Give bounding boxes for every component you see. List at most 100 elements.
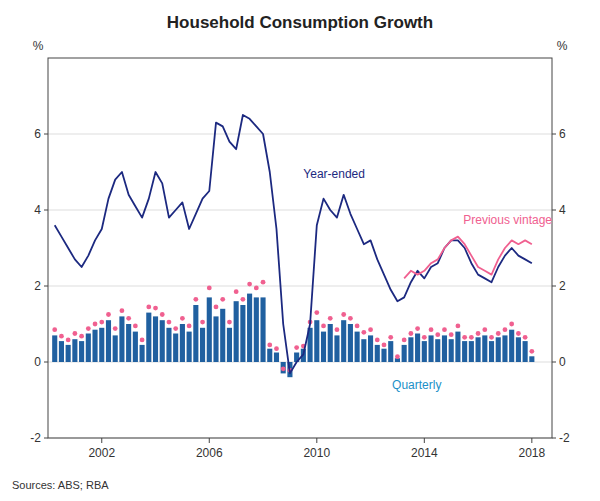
dot bbox=[395, 354, 400, 359]
bar bbox=[213, 316, 218, 362]
bar bbox=[388, 341, 393, 362]
bar bbox=[428, 335, 433, 362]
bar bbox=[200, 328, 205, 362]
bar bbox=[66, 345, 71, 362]
dot bbox=[160, 312, 165, 317]
dot bbox=[516, 331, 521, 336]
bar bbox=[146, 313, 151, 362]
y2-tick-label: 0 bbox=[559, 355, 566, 369]
y-tick bbox=[44, 438, 48, 439]
grid-line bbox=[48, 134, 552, 135]
bar bbox=[193, 305, 198, 362]
dot bbox=[529, 349, 534, 354]
line-series bbox=[55, 115, 532, 373]
dot bbox=[456, 324, 461, 329]
scatter-series bbox=[52, 280, 534, 373]
bar bbox=[348, 324, 353, 362]
dot bbox=[220, 297, 225, 302]
bar bbox=[153, 316, 158, 362]
bar bbox=[267, 349, 272, 362]
annotation: Quarterly bbox=[392, 378, 441, 392]
dot bbox=[126, 316, 131, 321]
bar bbox=[207, 297, 212, 362]
y-tick-label: 4 bbox=[34, 203, 41, 217]
dot bbox=[240, 297, 245, 302]
bar bbox=[355, 332, 360, 362]
bar bbox=[254, 297, 259, 362]
annotations: Year-endedPrevious vintageQuarterly bbox=[303, 167, 552, 393]
x-tick-label: 2018 bbox=[518, 446, 545, 460]
bar bbox=[449, 339, 454, 362]
y2-tick bbox=[552, 210, 556, 211]
y-tick-label: 6 bbox=[34, 127, 41, 141]
dot bbox=[153, 306, 158, 311]
line-series bbox=[404, 237, 532, 279]
x-tick-label: 2006 bbox=[196, 446, 223, 460]
bar bbox=[99, 328, 104, 362]
bar bbox=[328, 324, 333, 362]
axes: -20246-2024620022006201020142018%% bbox=[30, 39, 570, 460]
bar bbox=[52, 335, 57, 362]
dot bbox=[523, 335, 528, 340]
dot bbox=[335, 327, 340, 332]
dot bbox=[72, 331, 77, 336]
x-tick bbox=[101, 438, 102, 443]
bar bbox=[381, 349, 386, 362]
y-tick-label: 2 bbox=[34, 279, 41, 293]
bar bbox=[59, 341, 64, 362]
bar bbox=[334, 335, 339, 362]
bar bbox=[106, 320, 111, 362]
bar bbox=[240, 305, 245, 362]
line bbox=[404, 237, 532, 279]
dot bbox=[234, 289, 239, 294]
bar bbox=[260, 297, 265, 362]
grid-line bbox=[48, 286, 552, 287]
dot bbox=[267, 343, 272, 348]
dot bbox=[281, 366, 286, 371]
bar bbox=[234, 301, 239, 362]
plot-frame bbox=[48, 58, 552, 438]
line bbox=[55, 115, 532, 373]
dot bbox=[133, 324, 138, 329]
dot bbox=[99, 320, 104, 325]
dot bbox=[180, 316, 185, 321]
bar bbox=[422, 341, 427, 362]
dot bbox=[462, 335, 467, 340]
dot bbox=[261, 280, 266, 285]
y2-tick-label: -2 bbox=[559, 431, 570, 445]
dot bbox=[200, 320, 205, 325]
y-tick bbox=[44, 210, 48, 211]
dot bbox=[167, 320, 172, 325]
bar-series bbox=[52, 294, 534, 378]
bar bbox=[361, 339, 366, 362]
source: Sources: ABS; RBA bbox=[12, 479, 109, 491]
dot bbox=[52, 327, 57, 332]
bar bbox=[227, 328, 232, 362]
bar bbox=[469, 341, 474, 362]
y-tick bbox=[44, 286, 48, 287]
y-tick bbox=[44, 134, 48, 135]
dot bbox=[207, 286, 212, 291]
dot bbox=[66, 338, 71, 343]
bar bbox=[408, 337, 413, 362]
dot bbox=[482, 327, 487, 332]
x-tick bbox=[209, 438, 210, 443]
dot bbox=[375, 338, 380, 343]
dot bbox=[348, 316, 353, 321]
y2-tick bbox=[552, 438, 556, 439]
grid-line bbox=[48, 210, 552, 211]
bar bbox=[415, 334, 420, 363]
dot bbox=[496, 331, 501, 336]
dot bbox=[449, 332, 454, 337]
dot bbox=[442, 327, 447, 332]
bar bbox=[435, 339, 440, 362]
dot bbox=[489, 335, 494, 340]
bar bbox=[402, 345, 407, 362]
dot bbox=[402, 338, 407, 343]
dot bbox=[429, 327, 434, 332]
dot bbox=[422, 335, 427, 340]
y2-axis-label: % bbox=[557, 39, 568, 53]
dot bbox=[173, 326, 178, 331]
bar bbox=[274, 353, 279, 363]
bar bbox=[462, 341, 467, 362]
